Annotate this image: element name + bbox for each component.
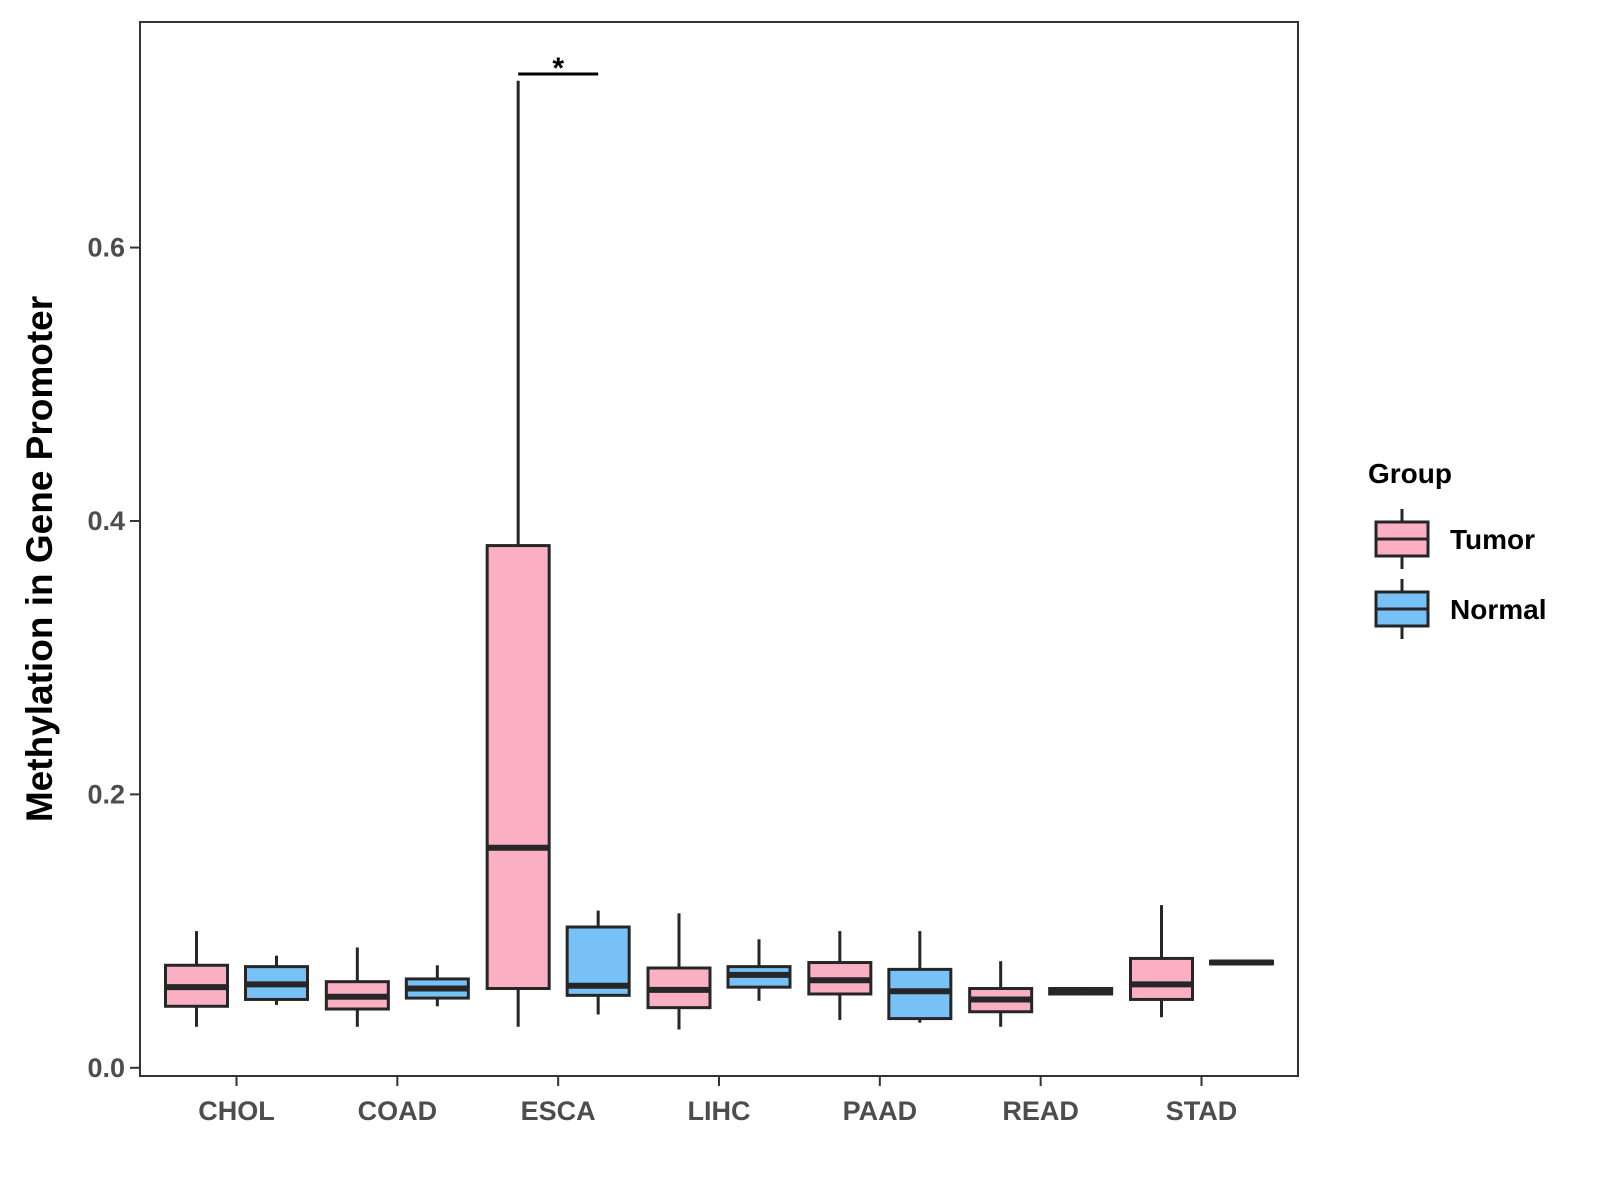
legend-label-tumor: Tumor bbox=[1450, 524, 1535, 555]
significance-label: * bbox=[552, 52, 564, 85]
x-tick-label-chol: CHOL bbox=[198, 1096, 275, 1126]
x-axis: CHOL COAD ESCA LIHC PAAD READ STAD bbox=[198, 1076, 1237, 1126]
box-body bbox=[485, 544, 551, 991]
box-tumor-lihc bbox=[646, 913, 712, 1030]
box-tumor-esca bbox=[485, 80, 551, 1027]
box-normal-read bbox=[1048, 987, 1114, 996]
x-tick-label-paad: PAAD bbox=[843, 1096, 918, 1126]
box-tumor-chol bbox=[164, 931, 229, 1027]
y-tick-label: 0.2 bbox=[87, 779, 125, 809]
legend-label-normal: Normal bbox=[1450, 594, 1546, 625]
x-tick-label-coad: COAD bbox=[358, 1096, 438, 1126]
box-tumor-stad bbox=[1129, 905, 1194, 1018]
box-normal-stad bbox=[1209, 959, 1274, 966]
legend: Group Tumor Normal bbox=[1368, 458, 1546, 639]
x-tick-label-esca: ESCA bbox=[521, 1096, 596, 1126]
box-body bbox=[1129, 956, 1194, 1001]
legend-title: Group bbox=[1368, 458, 1452, 489]
box-tumor-coad bbox=[324, 947, 390, 1027]
box-normal-paad bbox=[887, 931, 953, 1023]
annotations-layer: * bbox=[518, 52, 599, 85]
box-normal-chol bbox=[244, 955, 309, 1005]
y-axis-title: Methylation in Gene Promoter bbox=[19, 296, 60, 822]
box-normal-coad bbox=[404, 965, 470, 1007]
box-normal-esca bbox=[565, 910, 631, 1015]
y-tick-label: 0.4 bbox=[87, 506, 125, 536]
legend-key-tumor: Tumor bbox=[1374, 509, 1535, 569]
x-tick-label-lihc: LIHC bbox=[688, 1096, 751, 1126]
box-tumor-paad bbox=[807, 931, 873, 1020]
boxes-layer bbox=[164, 80, 1274, 1030]
legend-key-normal: Normal bbox=[1374, 579, 1546, 639]
x-tick-label-stad: STAD bbox=[1166, 1096, 1238, 1126]
y-tick-label: 0.0 bbox=[87, 1053, 125, 1083]
box-normal-lihc bbox=[726, 939, 792, 1001]
x-tick-label-read: READ bbox=[1002, 1096, 1079, 1126]
box-tumor-read bbox=[968, 961, 1034, 1027]
y-tick-label: 0.6 bbox=[87, 233, 125, 263]
y-axis: 0.0 0.2 0.4 0.6 bbox=[87, 233, 140, 1083]
